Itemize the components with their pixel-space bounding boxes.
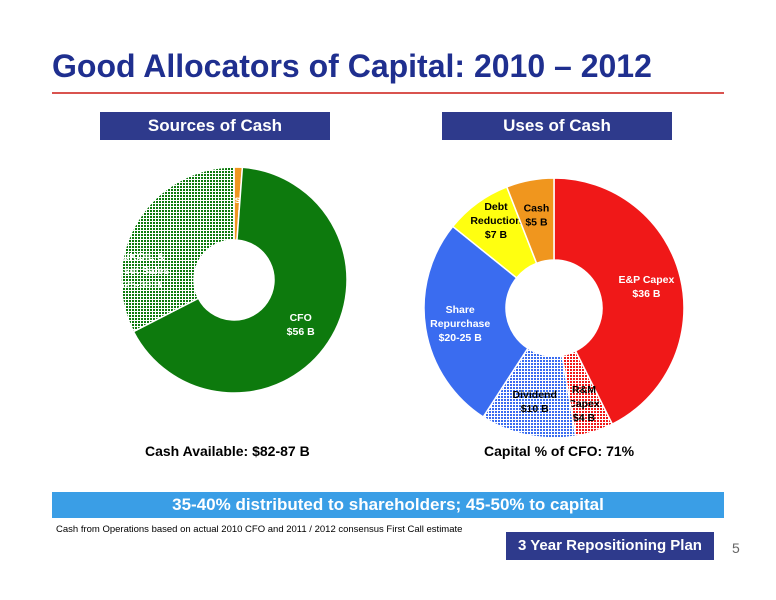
repositioning-plan-box: 3 Year Repositioning Plan	[506, 532, 714, 560]
uses-of-cash-chart: E&P Capex $36 B R&M Capex $4 B Dividend $10 B S…	[423, 177, 685, 439]
slice-label: E&P Capex $36 B	[619, 274, 675, 300]
slice-cash	[505, 177, 555, 265]
slice-share	[423, 225, 529, 419]
cash-available-caption: Cash Available: $82-87 B	[145, 443, 310, 459]
title-divider	[52, 92, 724, 94]
footnote: Cash from Operations based on actual 201…	[56, 524, 463, 535]
slice-e-p-capex	[553, 177, 685, 426]
slice-label: R&M Capex $4 B	[568, 384, 600, 424]
slice-label: LUKOIL & Asset Sales $25-30 B	[111, 251, 170, 291]
page-number: 5	[732, 540, 740, 556]
slice-label: CFO $56 B	[287, 312, 315, 338]
slice-cfo	[132, 166, 348, 394]
capital-cfo-caption: Capital % of CFO: 71%	[484, 443, 635, 459]
page-title: Good Allocators of Capital: 2010 – 2012	[52, 48, 652, 84]
slice-lukoil-	[120, 166, 235, 333]
sources-header: Sources of Cash	[100, 112, 330, 140]
slice-label: Debt Reduction $7 B	[470, 201, 521, 241]
slice-label: Cash $5 B	[524, 203, 550, 229]
distribution-banner: 35-40% distributed to shareholders; 45-5…	[52, 492, 724, 518]
uses-header: Uses of Cash	[442, 112, 672, 140]
slice-label: Share Repurchase $20-25 B	[430, 304, 490, 344]
slice-label: Dividend $10 B	[513, 389, 557, 415]
